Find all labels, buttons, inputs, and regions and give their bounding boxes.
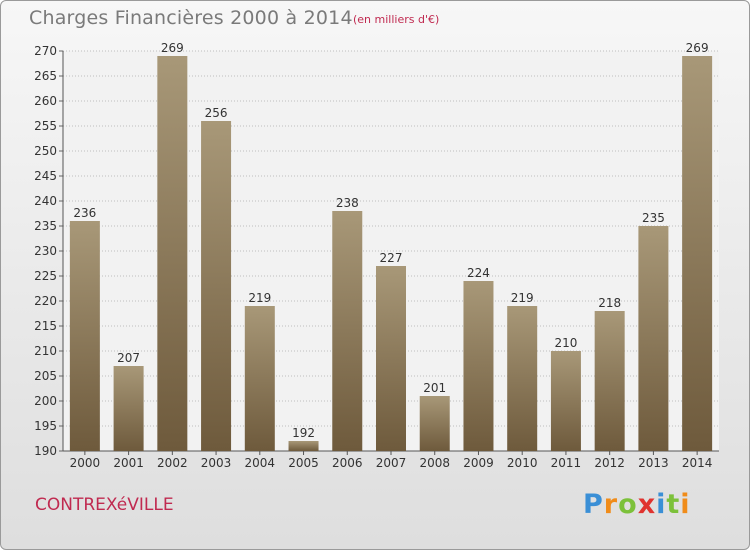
logo-letter: o: [618, 489, 638, 520]
logo-letter: i: [680, 489, 691, 520]
y-tick-label: 245: [34, 169, 57, 183]
logo-letter: P: [583, 489, 604, 520]
x-tick-label: 2009: [463, 456, 494, 470]
y-tick-label: 230: [34, 244, 57, 258]
y-tick-label: 255: [34, 119, 57, 133]
x-tick-label: 2004: [245, 456, 276, 470]
bar: [244, 306, 275, 451]
bar-value-label: 269: [161, 41, 184, 55]
x-tick-label: 2012: [594, 456, 625, 470]
y-tick-label: 205: [34, 369, 57, 383]
x-tick-label: 2007: [376, 456, 407, 470]
x-tick-label: 2006: [332, 456, 363, 470]
proxiti-logo: Proxiti: [583, 489, 691, 520]
bar: [113, 366, 144, 451]
bar: [157, 56, 188, 451]
logo-letter: x: [637, 489, 657, 520]
x-tick-label: 2001: [113, 456, 144, 470]
y-tick-label: 270: [34, 44, 57, 58]
y-tick-label: 210: [34, 344, 57, 358]
bar-value-label: 210: [554, 336, 577, 350]
bar-value-label: 218: [598, 296, 621, 310]
bar-value-label: 235: [642, 211, 665, 225]
x-tick-label: 2003: [201, 456, 232, 470]
bar-value-label: 256: [205, 106, 228, 120]
y-tick-label: 260: [34, 94, 57, 108]
logo-letter: t: [666, 489, 681, 520]
bar-value-label: 219: [248, 291, 271, 305]
bar: [507, 306, 538, 451]
y-tick-label: 265: [34, 69, 57, 83]
bar: [288, 441, 319, 451]
bar-value-label: 236: [73, 206, 96, 220]
bar: [69, 221, 100, 451]
bar-value-label: 207: [117, 351, 140, 365]
x-tick-label: 2014: [682, 456, 713, 470]
bar: [638, 226, 669, 451]
y-tick-label: 250: [34, 144, 57, 158]
x-tick-label: 2005: [288, 456, 319, 470]
y-tick-label: 225: [34, 269, 57, 283]
x-tick-label: 2010: [507, 456, 538, 470]
y-tick-label: 200: [34, 394, 57, 408]
logo-letter: r: [603, 489, 619, 520]
x-tick-label: 2002: [157, 456, 188, 470]
bar-value-label: 192: [292, 426, 315, 440]
bar: [594, 311, 625, 451]
x-tick-label: 2013: [638, 456, 669, 470]
bar: [332, 211, 363, 451]
bar-value-label: 224: [467, 266, 490, 280]
city-name: CONTREXéVILLE: [35, 495, 174, 515]
logo-letter: i: [656, 489, 667, 520]
x-tick-label: 2000: [70, 456, 101, 470]
x-tick-label: 2008: [419, 456, 450, 470]
x-tick-label: 2011: [551, 456, 582, 470]
y-tick-label: 240: [34, 194, 57, 208]
bar: [550, 351, 581, 451]
bar-value-label: 238: [336, 196, 359, 210]
bar: [376, 266, 406, 451]
bar: [682, 56, 713, 451]
bar-value-label: 219: [511, 291, 534, 305]
chart-title: Charges Financières 2000 à 2014: [29, 7, 353, 29]
chart-subtitle: (en milliers d'€): [353, 13, 440, 26]
bar: [201, 121, 232, 451]
bar-value-label: 269: [686, 41, 709, 55]
y-tick-label: 235: [34, 219, 57, 233]
y-tick-label: 190: [34, 444, 57, 458]
bar-value-label: 201: [423, 381, 446, 395]
y-tick-label: 215: [34, 319, 57, 333]
bar-value-label: 227: [380, 251, 403, 265]
y-tick-label: 195: [34, 419, 57, 433]
bar: [463, 281, 494, 451]
bar: [419, 396, 450, 451]
y-tick-label: 220: [34, 294, 57, 308]
